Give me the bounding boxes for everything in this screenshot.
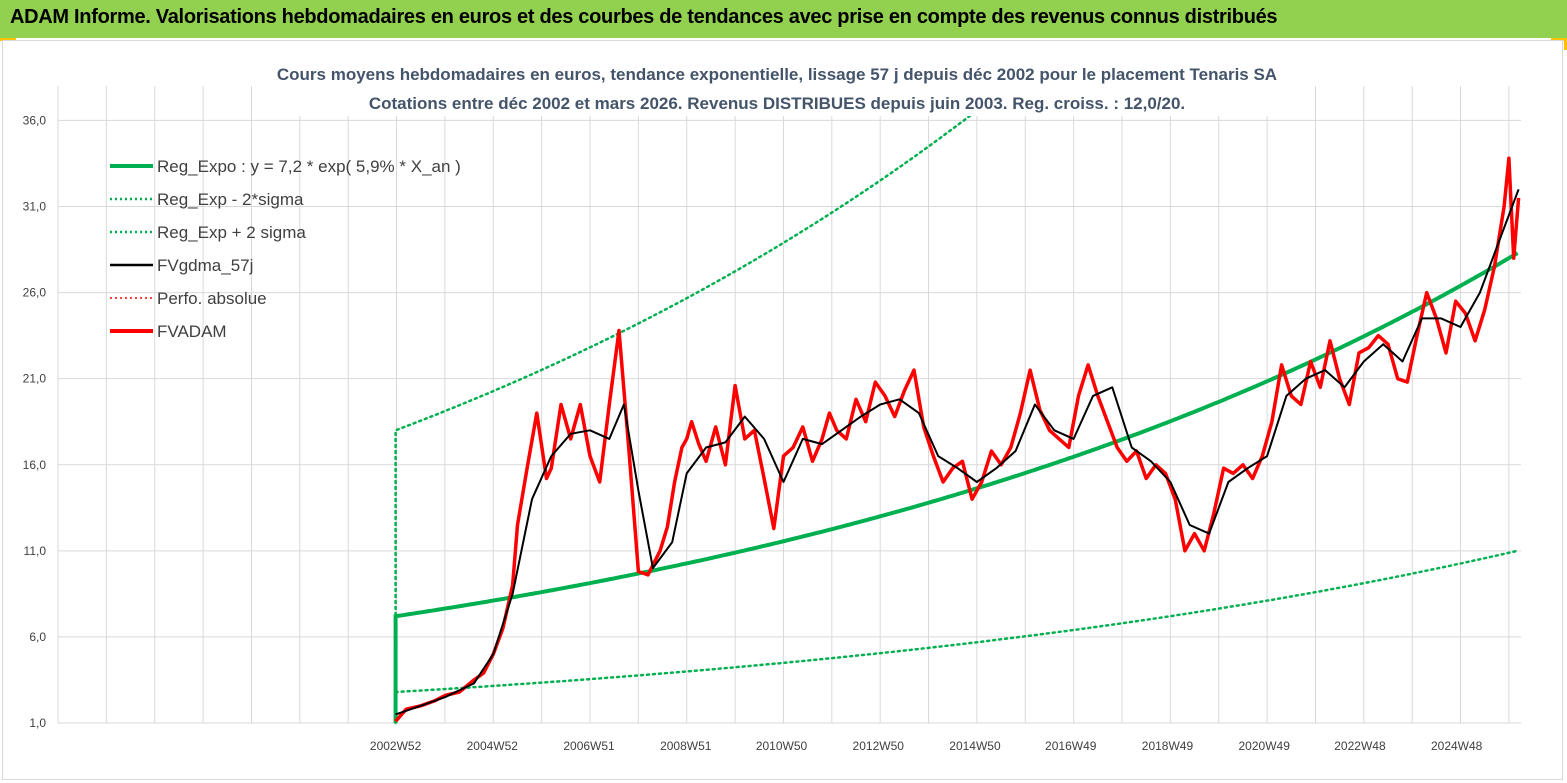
x-tick-label: 2006W51 [563,739,615,753]
x-tick-label: 2002W52 [370,739,422,753]
x-tick-label: 2022W48 [1334,739,1386,753]
chart-title-background [262,58,1297,116]
header-bar [0,0,1567,38]
x-tick-label: 2008W51 [660,739,712,753]
x-tick-label: 2014W50 [949,739,1001,753]
chart-title-line1: Cours moyens hebdomadaires en euros, ten… [277,65,1277,84]
y-tick-label: 1,0 [29,716,46,730]
chart-frame [2,40,1563,780]
y-tick-label: 11,0 [24,544,47,558]
x-tick-label: 2010W50 [756,739,808,753]
series-layer [393,85,1521,725]
legend-label: Perfo. absolue [157,289,267,308]
legend-label: FVgdma_57j [157,256,253,275]
legend: Reg_Expo : y = 7,2 * exp( 5,9% * X_an ) R… [110,157,461,341]
chart-title-group: Cours moyens hebdomadaires en euros, ten… [262,58,1297,116]
corner-mark-left [0,38,16,41]
x-tick-label: 2004W52 [467,739,519,753]
legend-label: FVADAM [157,322,227,341]
x-tick-label: 2018W49 [1142,739,1194,753]
reg-exp-minus-2-sigma-line [394,549,1519,694]
legend-label: Reg_Exp - 2*sigma [157,190,304,209]
reg-expo-line [393,251,1519,724]
y-tick-label: 16,0 [23,458,47,472]
legend-label: Reg_Exp + 2 sigma [157,223,306,242]
fvadam-line [394,156,1521,723]
reg-exp-plus-2-sigma-line [394,85,1009,725]
x-tick-label: 2016W49 [1045,739,1097,753]
corner-mark-right-vertical [1564,38,1567,50]
y-tick-label: 21,0 [23,372,47,386]
x-tick-label: 2020W49 [1239,739,1291,753]
x-tick-label: 2024W48 [1431,739,1483,753]
corner-mark-right [1551,38,1567,41]
page-title: ADAM Informe. Valorisations hebdomadaire… [10,6,1278,28]
legend-label: Reg_Expo : y = 7,2 * exp( 5,9% * X_an ) [157,157,461,176]
y-tick-label: 36,0 [23,113,47,127]
fvgdma-57j-line [395,188,1520,716]
y-tick-label: 6,0 [29,630,46,644]
chart-title-line2: Cotations entre déc 2002 et mars 2026. R… [369,94,1185,113]
axis-layer: 1,0 6,0 11,0 16,0 21,0 26,0 31,0 36,0 2002W52 200… [23,113,1483,753]
y-tick-label: 31,0 [23,200,47,214]
x-tick-label: 2012W50 [853,739,905,753]
y-tick-label: 26,0 [23,286,47,300]
